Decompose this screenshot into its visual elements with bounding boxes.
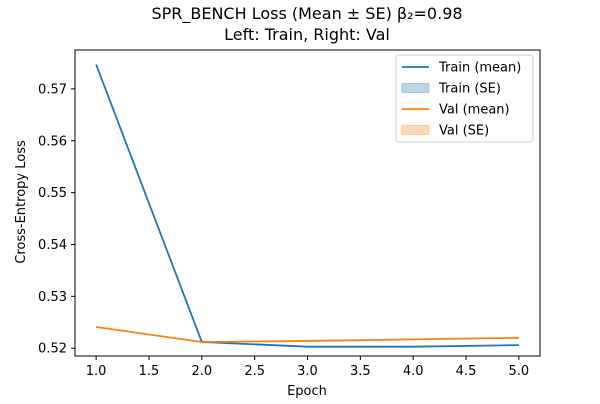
x-tick-label: 4.5: [456, 364, 477, 379]
legend: Train (mean) Train (SE) Val (mean) Val (SE): [395, 54, 534, 143]
y-tick-label: 0.56: [38, 134, 67, 149]
legend-box: [395, 54, 534, 143]
series-layer: [95, 64, 519, 348]
x-tick-label: 4.0: [403, 364, 424, 379]
legend-entry: Train (SE): [438, 82, 501, 97]
legend-entry: Val (SE): [439, 124, 489, 139]
y-tick-label: 0.52: [38, 342, 67, 357]
x-axis: 1.0 1.5 2.0 2.5 3.0 3.5 4.0 4.5 5.0: [86, 356, 529, 379]
y-axis: 0.52 0.53 0.54 0.55 0.56 0.57: [38, 82, 75, 357]
chart-title-line1: SPR_BENCH Loss (Mean ± SE) β₂=0.98: [151, 4, 462, 24]
x-tick-label: 1.5: [139, 364, 160, 379]
x-tick-label: 5.0: [509, 364, 530, 379]
x-tick-label: 1.0: [86, 364, 107, 379]
x-axis-label: Epoch: [287, 384, 327, 399]
series-line-train-mean: [95, 64, 519, 348]
chart-title-line2: Left: Train, Right: Val: [224, 25, 390, 44]
legend-entry: Train (mean): [438, 61, 521, 76]
y-tick-label: 0.55: [38, 186, 67, 201]
x-tick-label: 3.5: [350, 364, 371, 379]
legend-entry: Val (mean): [439, 103, 510, 118]
x-tick-label: 2.0: [191, 364, 212, 379]
x-tick-label: 3.0: [297, 364, 318, 379]
y-tick-label: 0.54: [38, 238, 67, 253]
legend-swatch-band: [401, 125, 430, 135]
y-tick-label: 0.57: [38, 82, 67, 97]
x-tick-label: 2.5: [244, 364, 265, 379]
legend-swatch-band: [401, 83, 430, 93]
y-tick-label: 0.53: [38, 290, 67, 305]
y-axis-label: Cross-Entropy Loss: [14, 140, 29, 264]
series-line-val-mean: [96, 326, 519, 343]
